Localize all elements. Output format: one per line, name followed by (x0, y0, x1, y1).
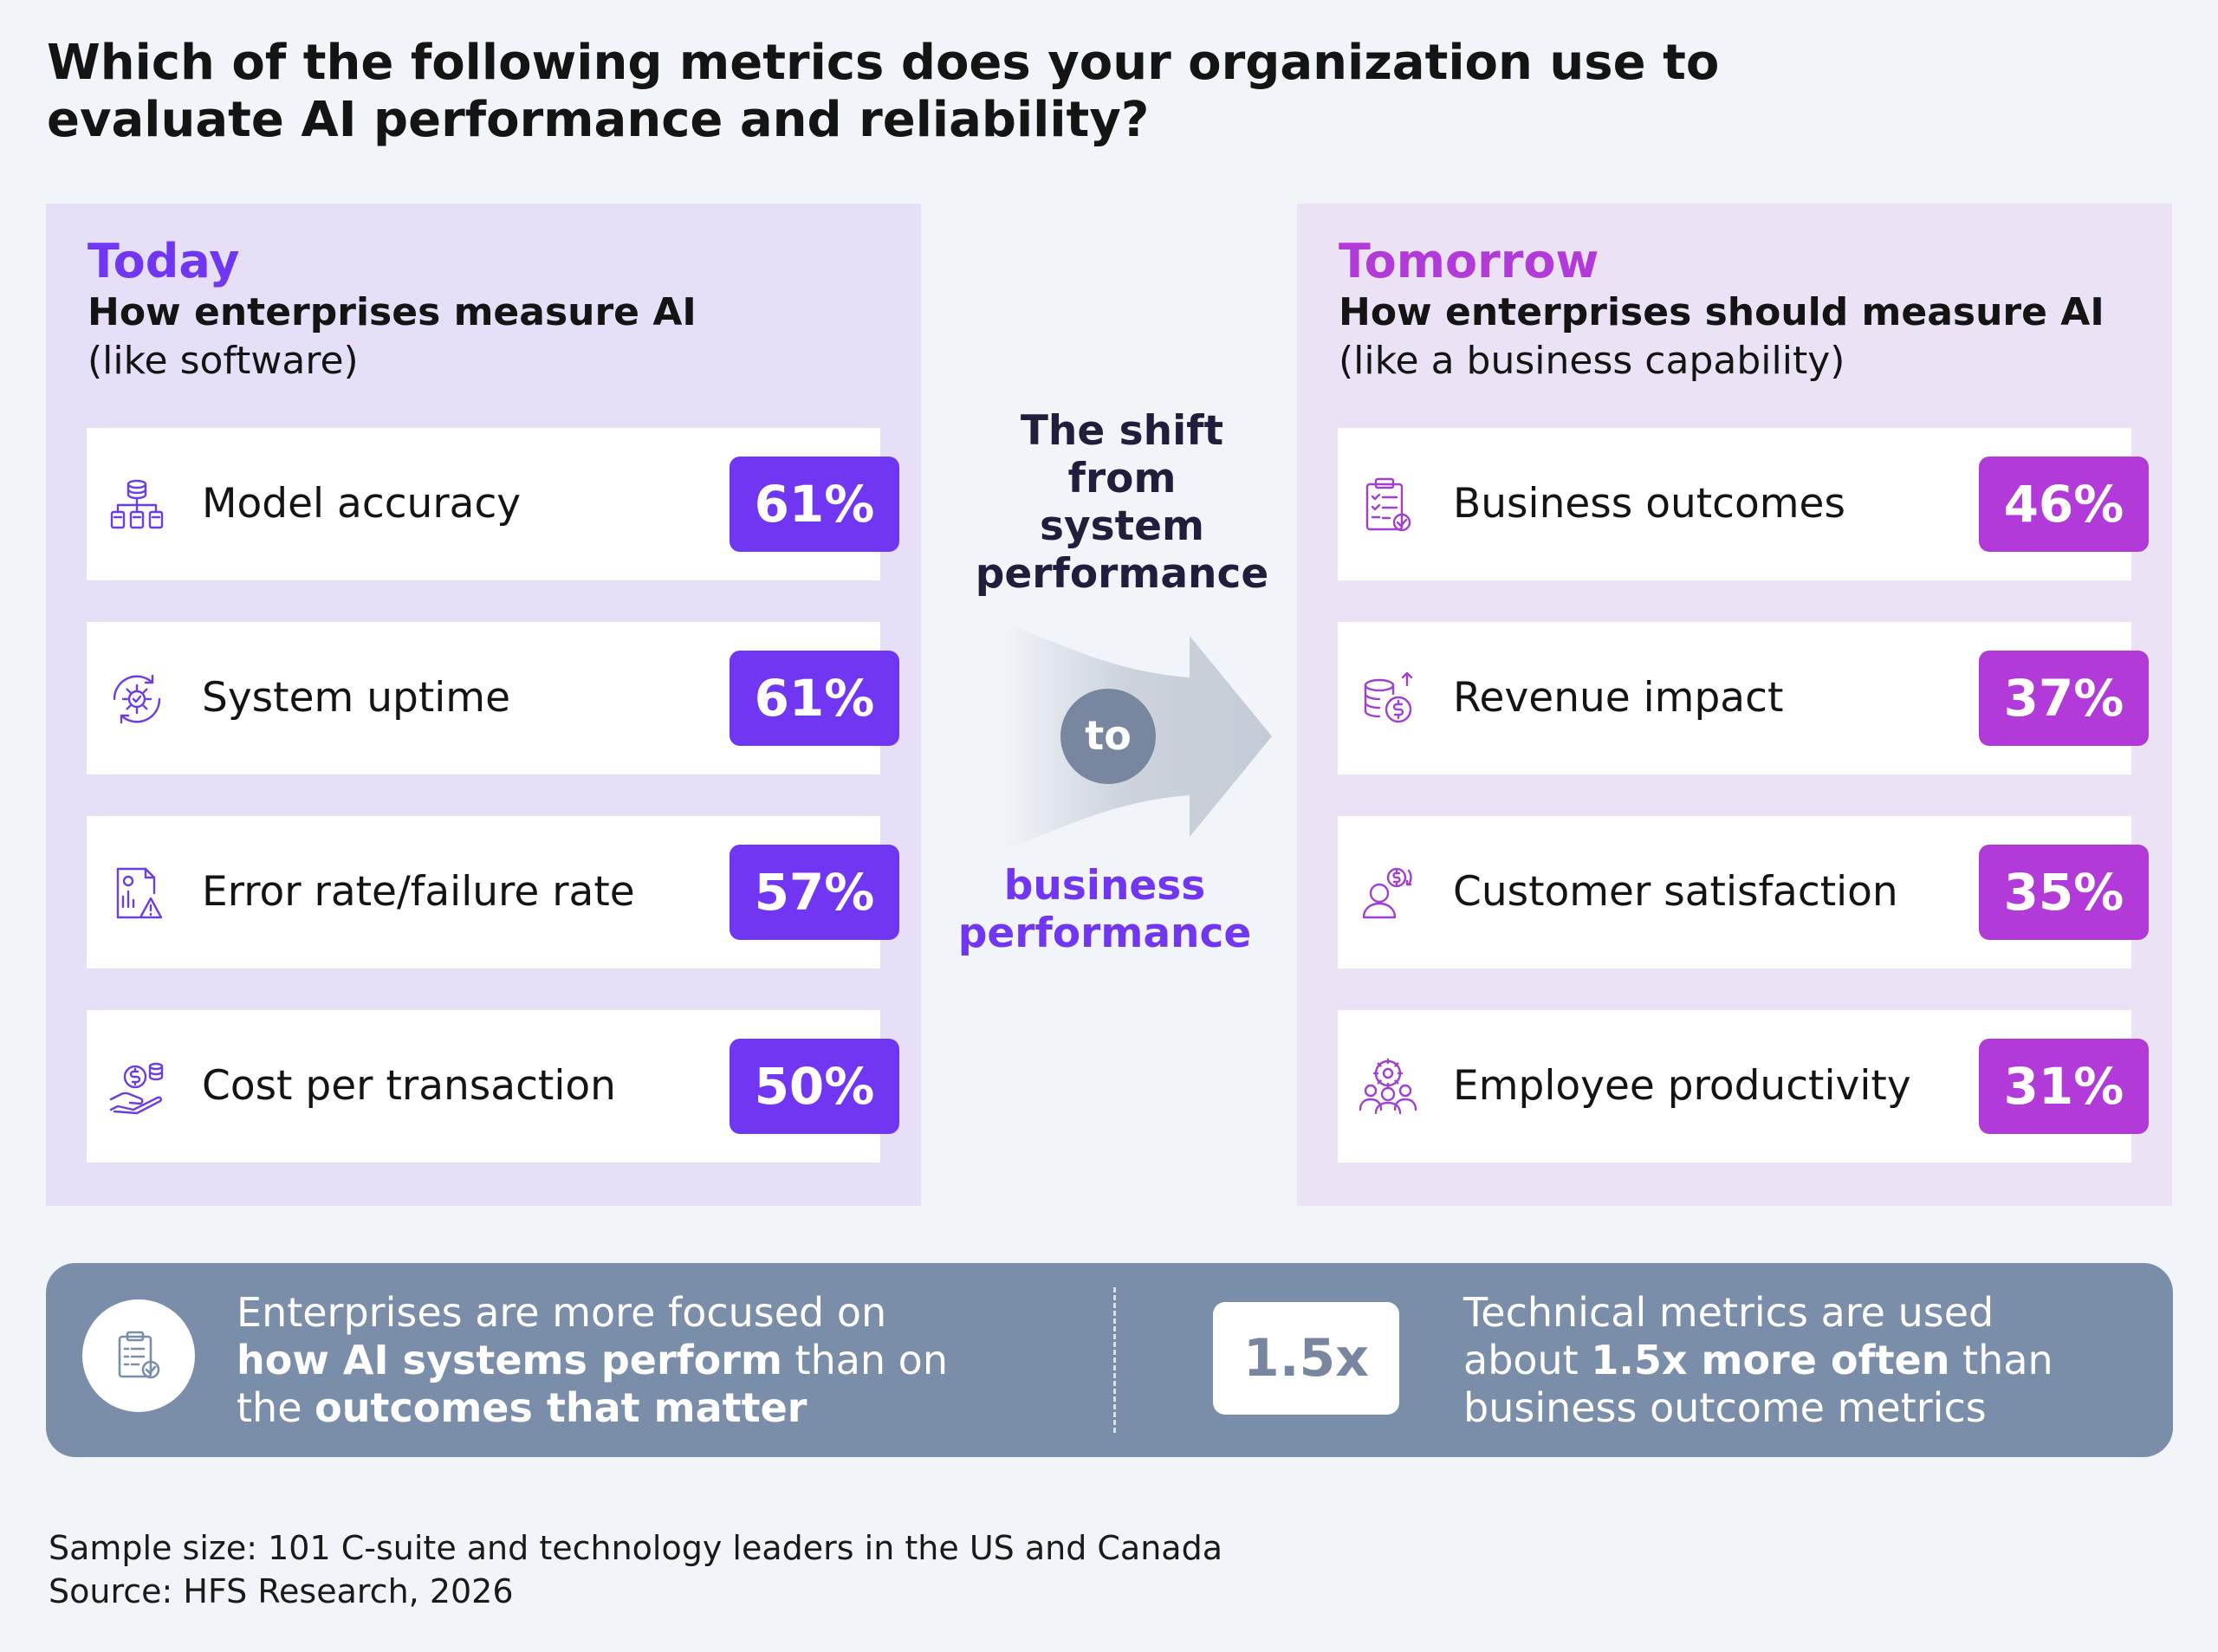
metric-card-model-accuracy: Model accuracy 61% (87, 428, 899, 580)
shift-line: performance (975, 550, 1269, 598)
today-panel: Today How enterprises measure AI (like s… (46, 204, 921, 1206)
banner-text-segment: than (1949, 1337, 2053, 1383)
metric-card-cost-per-transaction: Cost per transaction 50% (87, 1010, 899, 1163)
metric-value-badge: 57% (730, 845, 899, 940)
banner-emphasis: 1.5x more often (1591, 1337, 1950, 1383)
banner-text-segment: business outcome metrics (1463, 1384, 1987, 1431)
shift-to-text: business performance (953, 862, 1256, 957)
gear-cycle-icon (106, 668, 168, 730)
shift-line: business (1003, 862, 1206, 910)
banner-text-segment: than on (781, 1337, 948, 1383)
tomorrow-header: Tomorrow How enterprises should measure … (1339, 235, 2105, 385)
metric-value-badge: 50% (730, 1039, 899, 1134)
metric-label: Business outcomes (1453, 480, 1845, 528)
metric-value-badge: 61% (730, 457, 899, 552)
shift-from-text: The shift from system performance (970, 407, 1274, 598)
metric-card-system-uptime: System uptime 61% (87, 622, 899, 774)
metric-card-employee-productivity: Employee productivity 31% (1338, 1010, 2149, 1163)
shift-line: The shift (1020, 407, 1224, 455)
metric-label: Model accuracy (202, 480, 522, 528)
banner-emphasis: outcomes that matter (315, 1384, 807, 1431)
shift-line: from (1067, 455, 1177, 502)
chart-title: Which of the following metrics does your… (47, 35, 1953, 149)
footnote-sample: Sample size: 101 C-suite and technology … (49, 1529, 1222, 1567)
tomorrow-panel: Tomorrow How enterprises should measure … (1297, 204, 2172, 1206)
banner-text-segment: the (237, 1384, 315, 1431)
metric-label: Error rate/failure rate (202, 868, 635, 916)
metric-label: Revenue impact (1453, 674, 1784, 722)
clipboard-check-icon (1357, 474, 1419, 536)
footnote-source: Source: HFS Research, 2026 (49, 1572, 514, 1610)
today-subheading: How enterprises measure AI (88, 290, 697, 334)
coins-growth-icon (1357, 668, 1419, 730)
multiplier-badge: 1.5x (1213, 1302, 1399, 1415)
metric-card-business-outcomes: Business outcomes 46% (1338, 428, 2149, 580)
banner-emphasis: how AI systems perform (237, 1337, 782, 1383)
banner-left-text: Enterprises are more focused on how AI s… (237, 1289, 1068, 1432)
metric-label: Customer satisfaction (1453, 868, 1898, 916)
metric-label: Employee productivity (1453, 1062, 1911, 1110)
banner-text-segment: Technical metrics are used (1463, 1289, 1994, 1336)
shift-connector: to (1060, 689, 1156, 784)
shift-line: system (1040, 502, 1204, 550)
hand-coin-icon (106, 1056, 168, 1118)
title-line-2: evaluate AI performance and reliability? (47, 92, 1150, 148)
banner-text-segment: Enterprises are more focused on (237, 1289, 887, 1336)
today-heading: Today (88, 234, 240, 288)
title-line-1: Which of the following metrics does your… (47, 35, 1720, 91)
metric-value-badge: 61% (730, 651, 899, 746)
tomorrow-note: (like a business capability) (1339, 339, 1845, 383)
insight-banner: Enterprises are more focused on how AI s… (46, 1263, 2173, 1457)
tomorrow-subheading: How enterprises should measure AI (1339, 290, 2105, 334)
team-gear-icon (1357, 1056, 1419, 1118)
banner-right-text: Technical metrics are used about 1.5x mo… (1463, 1289, 2122, 1432)
banner-divider (1113, 1287, 1116, 1433)
metric-value-badge: 35% (1979, 845, 2149, 940)
today-note: (like software) (88, 339, 359, 383)
banner-text-segment: about (1463, 1337, 1592, 1383)
hierarchy-database-icon (106, 474, 168, 536)
metric-card-error-rate: Error rate/failure rate 57% (87, 816, 899, 969)
metric-value-badge: 31% (1979, 1039, 2149, 1134)
metric-card-customer-satisfaction: Customer satisfaction 35% (1338, 816, 2149, 969)
customer-money-icon (1357, 862, 1419, 924)
shift-line: performance (957, 910, 1252, 957)
banner-clipboard-icon (82, 1299, 195, 1412)
metric-label: Cost per transaction (202, 1062, 616, 1110)
tomorrow-heading: Tomorrow (1339, 234, 1599, 288)
metric-value-badge: 37% (1979, 651, 2149, 746)
metric-label: System uptime (202, 674, 511, 722)
today-header: Today How enterprises measure AI (like s… (88, 235, 697, 385)
metric-card-revenue-impact: Revenue impact 37% (1338, 622, 2149, 774)
report-warning-icon (106, 862, 168, 924)
metric-value-badge: 46% (1979, 457, 2149, 552)
